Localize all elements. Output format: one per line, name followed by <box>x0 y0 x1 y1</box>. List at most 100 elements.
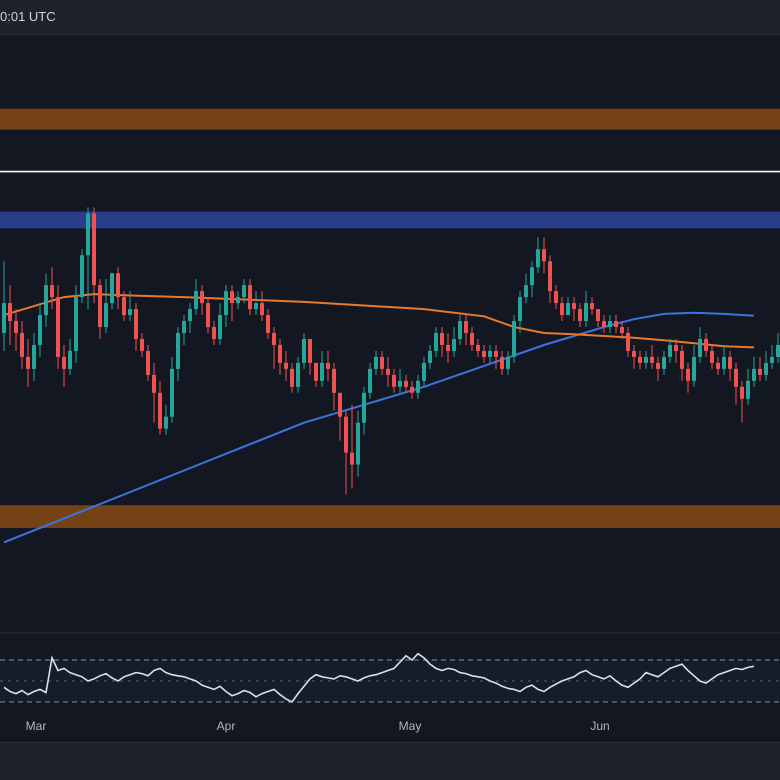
candle[interactable] <box>254 291 258 316</box>
candle[interactable] <box>692 344 696 387</box>
candle[interactable] <box>440 327 444 357</box>
candle[interactable] <box>758 356 762 381</box>
candle[interactable] <box>656 356 660 381</box>
candle[interactable] <box>614 315 618 333</box>
candle[interactable] <box>404 374 408 393</box>
candle[interactable] <box>662 350 666 375</box>
candle[interactable] <box>242 279 246 304</box>
candle[interactable] <box>446 333 450 363</box>
candle[interactable] <box>698 327 702 363</box>
candle[interactable] <box>62 344 66 387</box>
candle[interactable] <box>104 279 108 333</box>
candle[interactable] <box>482 344 486 363</box>
candle[interactable] <box>212 321 216 345</box>
candle[interactable] <box>344 410 348 495</box>
candle[interactable] <box>740 380 744 423</box>
candle[interactable] <box>290 362 294 393</box>
candle[interactable] <box>554 285 558 310</box>
candle[interactable] <box>26 338 30 387</box>
candle[interactable] <box>530 261 534 298</box>
candle[interactable] <box>380 350 384 375</box>
candle[interactable] <box>38 303 42 357</box>
candle[interactable] <box>686 362 690 393</box>
candle[interactable] <box>146 344 150 381</box>
candle[interactable] <box>272 327 276 369</box>
candle[interactable] <box>638 350 642 369</box>
candle[interactable] <box>224 285 228 328</box>
candle[interactable] <box>14 309 18 351</box>
candle[interactable] <box>218 303 222 345</box>
candle[interactable] <box>158 380 162 435</box>
candle[interactable] <box>764 350 768 381</box>
candle[interactable] <box>80 249 84 304</box>
candle[interactable] <box>128 291 132 322</box>
moving-average-blue-line[interactable] <box>3 311 755 544</box>
candle[interactable] <box>608 315 612 333</box>
candle[interactable] <box>578 303 582 328</box>
candle[interactable] <box>500 350 504 375</box>
candle[interactable] <box>332 362 336 411</box>
candle[interactable] <box>152 362 156 423</box>
candle[interactable] <box>260 291 264 322</box>
candle[interactable] <box>770 344 774 369</box>
candle[interactable] <box>518 291 522 333</box>
candle[interactable] <box>50 267 54 310</box>
candle[interactable] <box>590 297 594 316</box>
candle[interactable] <box>422 356 426 387</box>
candle[interactable] <box>458 315 462 345</box>
candle[interactable] <box>140 333 144 357</box>
candle[interactable] <box>566 297 570 316</box>
candle[interactable] <box>56 285 60 369</box>
candle[interactable] <box>110 273 114 310</box>
candle[interactable] <box>548 255 552 304</box>
candle[interactable] <box>8 285 12 345</box>
candle[interactable] <box>188 303 192 333</box>
candle[interactable] <box>584 291 588 328</box>
candle[interactable] <box>362 386 366 435</box>
candle[interactable] <box>68 338 72 375</box>
candle[interactable] <box>722 344 726 375</box>
candle[interactable] <box>266 309 270 339</box>
candle[interactable] <box>98 279 102 339</box>
candle[interactable] <box>536 237 540 274</box>
rsi-line[interactable] <box>3 652 755 704</box>
candle[interactable] <box>86 207 90 310</box>
candle[interactable] <box>644 350 648 369</box>
candle[interactable] <box>278 338 282 375</box>
candle[interactable] <box>236 291 240 310</box>
candle[interactable] <box>476 338 480 357</box>
candle[interactable] <box>668 338 672 363</box>
candle[interactable] <box>680 344 684 381</box>
candle[interactable] <box>728 350 732 381</box>
candle[interactable] <box>2 261 6 351</box>
candle[interactable] <box>734 362 738 405</box>
candle[interactable] <box>374 350 378 375</box>
candle[interactable] <box>524 273 528 304</box>
candle[interactable] <box>230 285 234 322</box>
candle[interactable] <box>44 273 48 328</box>
candle[interactable] <box>542 237 546 274</box>
candle[interactable] <box>626 327 630 357</box>
candle[interactable] <box>398 368 402 393</box>
candle[interactable] <box>326 350 330 381</box>
candle[interactable] <box>752 356 756 387</box>
candle[interactable] <box>194 279 198 316</box>
candle[interactable] <box>776 333 780 363</box>
candle[interactable] <box>314 362 318 387</box>
candle[interactable] <box>416 374 420 399</box>
candle[interactable] <box>452 327 456 357</box>
candle[interactable] <box>704 333 708 357</box>
candle[interactable] <box>716 356 720 375</box>
candle[interactable] <box>206 297 210 333</box>
candle[interactable] <box>182 315 186 345</box>
candle[interactable] <box>296 356 300 393</box>
candle[interactable] <box>710 344 714 369</box>
candle[interactable] <box>392 368 396 393</box>
candle[interactable] <box>560 297 564 322</box>
candle[interactable] <box>602 315 606 333</box>
candle[interactable] <box>428 344 432 369</box>
candle[interactable] <box>596 309 600 328</box>
candle[interactable] <box>464 315 468 345</box>
